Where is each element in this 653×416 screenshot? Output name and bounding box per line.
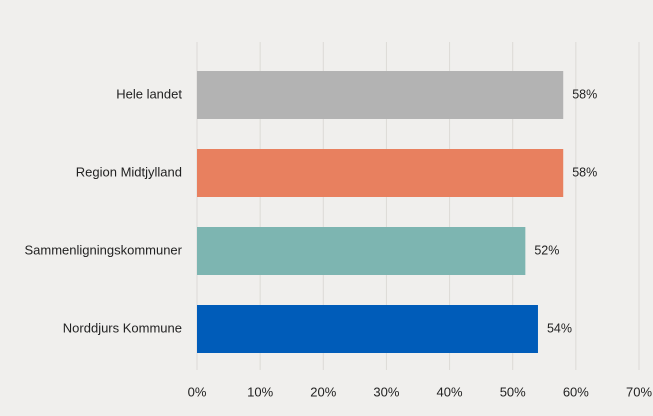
category-labels: Hele landet Region Midtjylland Sammenligni… [24, 86, 182, 335]
value-label: 52% [534, 243, 559, 257]
value-label: 58% [572, 87, 597, 101]
x-tick-label: 0% [188, 384, 207, 399]
category-label: Norddjurs Kommune [63, 320, 182, 335]
bar [197, 227, 526, 275]
x-tick-label: 50% [500, 384, 526, 399]
value-labels: 58% 58% 52% 54% [534, 87, 597, 335]
bar [197, 71, 564, 119]
value-label: 58% [572, 165, 597, 179]
x-axis-tick-labels: 0% 10% 20% 30% 40% 50% 60% 70% [188, 384, 653, 399]
x-tick-label: 10% [247, 384, 273, 399]
bar [197, 305, 538, 353]
value-label: 54% [547, 321, 572, 335]
category-label: Sammenligningskommuner [24, 242, 182, 257]
x-tick-label: 20% [310, 384, 336, 399]
bars [197, 71, 564, 353]
x-tick-label: 30% [373, 384, 399, 399]
x-tick-label: 40% [437, 384, 463, 399]
bar [197, 149, 564, 197]
x-tick-label: 60% [563, 384, 589, 399]
category-label: Region Midtjylland [76, 164, 182, 179]
category-label: Hele landet [116, 86, 182, 101]
x-tick-label: 70% [626, 384, 652, 399]
